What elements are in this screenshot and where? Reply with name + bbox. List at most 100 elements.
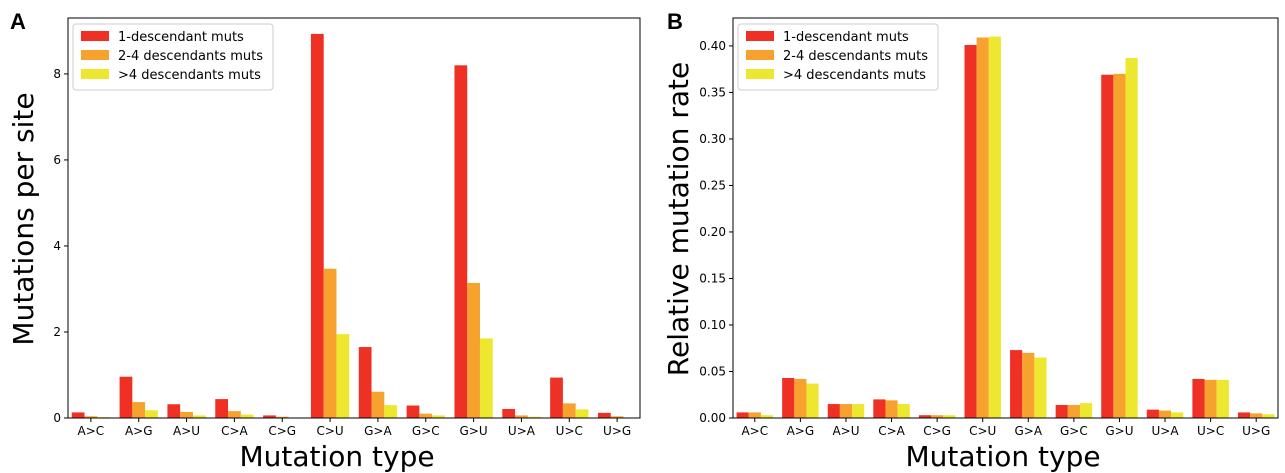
bar-U-to-G-series-1: [597, 412, 611, 418]
bar-G-to-U-series-2: [1113, 73, 1126, 418]
bar-A-to-U-series-2: [839, 404, 853, 418]
x-tick-label: C>A: [878, 424, 905, 438]
bar-G-to-A-series-3: [384, 405, 398, 418]
bar-A-to-C-series-1: [736, 412, 749, 418]
x-tick-label: G>C: [412, 424, 440, 438]
bar-C-to-U-series-1: [310, 33, 324, 418]
x-tick-label: A>C: [78, 424, 105, 438]
bar-G-to-U-series-1: [1101, 74, 1114, 419]
x-tick-label: U>C: [556, 424, 583, 438]
bar-A-to-C-series-2: [748, 412, 761, 418]
bar-A-to-C-series-3: [760, 415, 774, 418]
bar-U-to-C-series-1: [1192, 378, 1205, 418]
bar-G-to-U-series-1: [454, 65, 468, 418]
legend-label-3: >4 descendants muts: [783, 68, 926, 83]
y-tick-label: 0.00: [699, 411, 726, 425]
legend-swatch-2: [81, 50, 109, 60]
bar-C-to-G-series-2: [931, 415, 944, 418]
y-tick-label: 2: [53, 325, 61, 339]
x-tick-label: G>A: [364, 424, 392, 438]
panel-b-plot: 0.00 0.05 0.10 0.15 0.20 0.25 0.30 0.35 0.40 A>C A…: [699, 17, 1279, 438]
bar-C-to-G-series-1: [918, 415, 932, 418]
bar-C-to-U-series-2: [976, 37, 989, 418]
bar-A-to-U-series-2: [180, 411, 193, 418]
bar-U-to-G-series-2: [1250, 413, 1263, 418]
bar-U-to-C-series-2: [1204, 379, 1217, 418]
legend-swatch-1: [81, 31, 109, 41]
bar-G-to-C-series-3: [1079, 403, 1093, 418]
y-tick-label: 0.35: [699, 85, 726, 99]
y-tick-label: 0.10: [699, 318, 726, 332]
bar-G-to-C-series-2: [1067, 404, 1080, 418]
bar-U-to-C-series-3: [1216, 379, 1229, 418]
bar-A-to-U-series-1: [167, 404, 181, 418]
x-tick-label: U>G: [1242, 424, 1270, 438]
bar-G-to-U-series-3: [1125, 58, 1138, 418]
legend: [737, 23, 939, 91]
y-tick-label: 0.05: [699, 364, 726, 378]
x-tick-label: U>A: [508, 424, 536, 438]
x-tick-label: A>U: [832, 424, 859, 438]
panel-b-y-axis-label: Relative mutation rate: [662, 62, 695, 376]
bar-U-to-C-series-2: [562, 403, 576, 418]
panel-a-plot: 0 2 4 6 8 A>C A>G A>U C>A C>G C>U G>A G>C G>U U>A U>C U>…: [53, 17, 641, 438]
legend-label-2: 2-4 descendants muts: [783, 49, 928, 64]
legend-label-2: 2-4 descendants muts: [118, 49, 263, 64]
y-tick-label: 6: [53, 153, 61, 167]
bar-U-to-A-series-3: [1171, 412, 1184, 418]
x-tick-label: U>G: [603, 424, 631, 438]
bar-C-to-U-series-3: [336, 334, 350, 418]
legend: [72, 23, 274, 91]
bar-U-to-A-series-1: [1146, 409, 1159, 418]
x-tick-label: G>A: [1015, 424, 1043, 438]
y-tick-label: 4: [53, 239, 61, 253]
legend-label-1: 1-descendant muts: [783, 30, 909, 45]
legend-swatch-1: [746, 31, 774, 41]
bar-A-to-G-series-2: [132, 402, 146, 418]
x-tick-label: C>G: [268, 424, 296, 438]
bar-G-to-U-series-3: [479, 338, 493, 418]
axes-frame: [732, 17, 1279, 419]
bar-C-to-A-series-3: [240, 414, 254, 418]
x-tick-label: A>U: [173, 424, 200, 438]
y-tick-label: 0.25: [699, 178, 726, 192]
bar-U-to-G-series-2: [610, 416, 624, 418]
panel-a-y-axis-label: Mutations per site: [7, 92, 40, 345]
y-tick-label: 0: [53, 411, 61, 425]
bar-C-to-U-series-1: [964, 44, 977, 418]
panel-a-x-axis-label: Mutation type: [239, 440, 434, 473]
x-tick-label: C>G: [923, 424, 951, 438]
bar-A-to-U-series-1: [827, 404, 840, 418]
bar-C-to-G-series-3: [943, 415, 956, 418]
bar-G-to-A-series-2: [371, 391, 385, 418]
x-tick-label: G>U: [460, 424, 488, 438]
x-tick-label: U>C: [1197, 424, 1224, 438]
bar-A-to-G-series-1: [782, 378, 795, 418]
bar-A-to-C-series-2: [84, 416, 98, 418]
bar-C-to-A-series-1: [873, 399, 886, 418]
bar-C-to-A-series-2: [885, 400, 898, 418]
bar-G-to-C-series-1: [406, 405, 420, 418]
bar-A-to-G-series-2: [794, 378, 807, 418]
x-tick-label: C>A: [221, 424, 248, 438]
y-tick-label: 0.40: [699, 39, 726, 53]
bar-A-to-G-series-3: [145, 410, 158, 418]
bar-A-to-G-series-3: [806, 383, 819, 418]
x-tick-label: U>A: [1152, 424, 1180, 438]
bar-G-to-A-series-1: [358, 347, 372, 418]
x-tick-label: C>U: [969, 424, 996, 438]
panel-b-x-axis-label: Mutation type: [905, 440, 1100, 473]
bar-U-to-A-series-2: [515, 415, 528, 418]
panel-a-letter: A: [10, 9, 26, 34]
legend-label-3: >4 descendants muts: [118, 68, 261, 83]
x-tick-label: G>U: [1105, 424, 1133, 438]
bar-U-to-G-series-3: [1262, 414, 1275, 418]
x-tick-label: G>C: [1060, 424, 1088, 438]
bar-A-to-G-series-1: [119, 376, 133, 418]
bar-G-to-A-series-2: [1022, 352, 1035, 418]
legend-swatch-3: [746, 69, 774, 79]
bar-C-to-A-series-3: [897, 404, 910, 418]
bar-U-to-C-series-1: [550, 377, 563, 418]
bar-U-to-A-series-2: [1158, 410, 1172, 418]
